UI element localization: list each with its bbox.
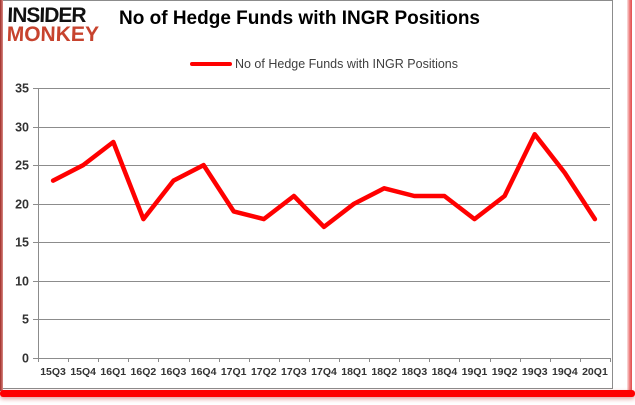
x-axis-label: 17Q3 <box>281 366 307 378</box>
y-axis-label: 20 <box>15 198 29 212</box>
legend-line-swatch <box>189 62 232 66</box>
x-axis-label: 19Q3 <box>522 366 548 378</box>
right-border-stripe <box>627 0 632 391</box>
x-axis-label: 17Q1 <box>221 366 247 378</box>
x-axis-label: 18Q1 <box>341 366 367 378</box>
chart-frame <box>0 0 613 389</box>
x-axis-label: 16Q3 <box>161 366 187 378</box>
x-axis-label: 19Q2 <box>492 366 518 378</box>
x-axis-label: 18Q4 <box>432 366 458 378</box>
series-line-hedge-funds <box>50 132 598 230</box>
x-axis-label: 17Q4 <box>311 366 337 378</box>
x-axis-label: 19Q1 <box>462 366 488 378</box>
y-axis-label: 10 <box>15 275 29 289</box>
y-axis-label: 0 <box>22 352 29 366</box>
y-axis-label: 30 <box>15 121 29 135</box>
legend-label: No of Hedge Funds with INGR Positions <box>234 57 459 71</box>
x-axis-label: 16Q2 <box>131 366 157 378</box>
x-axis-label: 16Q1 <box>100 366 126 378</box>
y-axis-label: 25 <box>15 159 29 173</box>
x-axis-label: 16Q4 <box>191 366 217 378</box>
x-axis-label: 18Q3 <box>401 366 427 378</box>
page-title: No of Hedge Funds with INGR Positions <box>119 8 480 29</box>
x-axis-label: 17Q2 <box>251 366 277 378</box>
x-axis-label: 15Q3 <box>40 366 66 378</box>
bottom-red-bar <box>0 390 635 397</box>
y-axis-label: 35 <box>15 82 29 96</box>
x-axis-label: 15Q4 <box>70 366 96 378</box>
y-axis-label: 5 <box>22 313 29 327</box>
chart-legend: No of Hedge Funds with INGR Positions <box>38 54 610 74</box>
x-axis-label: 19Q4 <box>552 366 578 378</box>
left-border-stripe <box>0 0 3 391</box>
x-axis-label: 20Q1 <box>582 366 608 378</box>
x-axis-label: 18Q2 <box>371 366 397 378</box>
line-chart-plot-area: 0 5 10 15 20 25 30 35 15Q3 15Q4 16Q1 16Q2 16Q3 16Q4 17… <box>15 82 611 378</box>
y-axis-label: 15 <box>15 236 29 250</box>
